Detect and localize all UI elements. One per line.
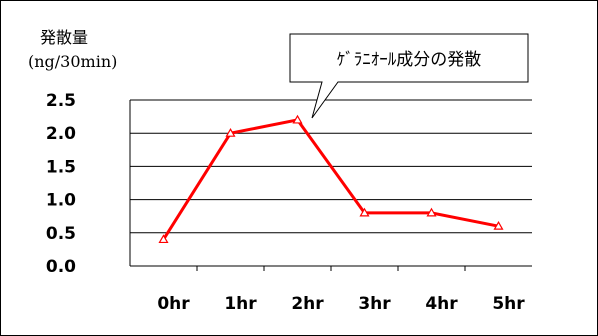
x-tick-label: 1hr [224,294,257,314]
callout-box [289,33,529,119]
y-tick-labels: 0.0 0.5 1.0 1.5 2.0 2.5 [46,91,76,277]
x-tick-label: 4hr [425,294,458,314]
series-group [158,114,504,244]
y-tick-label: 1.0 [46,191,76,211]
data-point-marker [225,127,236,137]
y-tick-label: 0.5 [46,224,76,244]
data-point-marker [158,234,169,244]
y-tick-label: 0.0 [46,257,76,277]
gridlines [130,99,532,234]
y-axis-unit: (ng/30min) [28,52,117,71]
y-axis-title: 発散量 [40,28,88,47]
y-tick-label: 2.5 [46,91,76,111]
callout-annotation: ｹﾞﾗﾆｵｰﾙ成分の発散 [289,33,529,119]
series-line [162,118,499,241]
x-tick-label: 2hr [291,294,324,314]
x-tick-label: 5hr [492,294,525,314]
y-tick-label: 2.0 [46,124,76,144]
callout-text: ｹﾞﾗﾆｵｰﾙ成分の発散 [337,50,482,70]
data-point-marker [426,207,437,217]
data-point-marker [493,220,504,230]
data-point-marker [292,114,303,124]
x-tick-labels: 0hr 1hr 2hr 3hr 4hr 5hr [157,294,525,314]
data-point-marker [359,207,370,217]
y-tick-label: 1.5 [46,157,76,177]
x-tick-label: 0hr [157,294,190,314]
axes [129,100,532,271]
x-tick-label: 3hr [358,294,391,314]
